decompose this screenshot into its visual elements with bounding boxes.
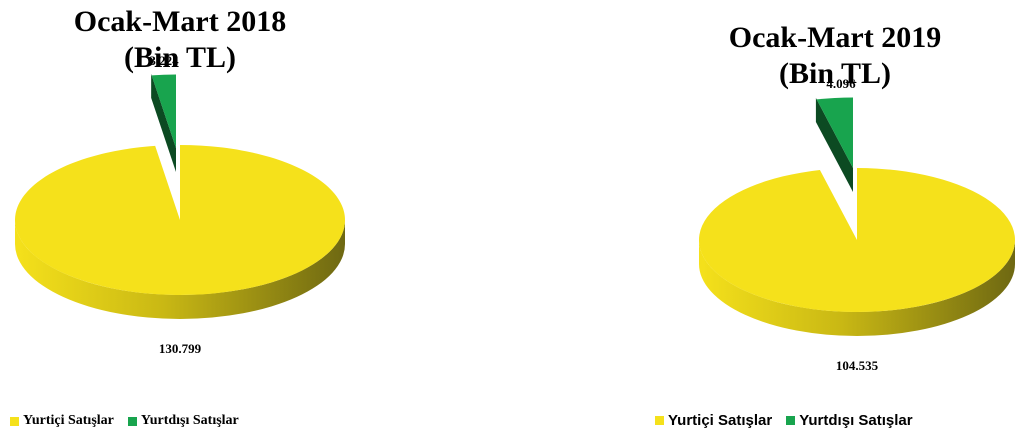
pie-slice-yurtici — [699, 168, 1015, 312]
legend-swatch-yurtdisi — [127, 416, 137, 426]
legend-label-yurtdisi: Yurtdışı Satışlar — [799, 412, 913, 429]
legend-swatch-yurtdisi — [786, 416, 796, 425]
chart-legend: Yurtiçi Satışlar Yurtdışı Satışlar — [10, 413, 239, 429]
legend-swatch-yurtici — [655, 416, 664, 425]
legend-item-yurtici: Yurtiçi Satışlar — [10, 413, 114, 429]
pie-slice-yurtdisi-side — [815, 98, 853, 192]
chart-legend: Yurtiçi Satışlar Yurtdışı Satışlar — [655, 412, 913, 429]
legend-item-yurtdisi: Yurtdışı Satışlar — [786, 412, 913, 429]
data-label-yurtdisi: 4.096 — [826, 76, 856, 91]
chart-title: Ocak-Mart 2019 (Bin TL) — [655, 20, 1015, 92]
chart-title-line2: (Bin TL) — [124, 41, 236, 74]
legend-item-yurtici: Yurtiçi Satışlar — [655, 412, 772, 429]
pie-slice-yurtdisi-side — [151, 73, 176, 172]
legend-item-yurtdisi: Yurtdışı Satışlar — [127, 413, 239, 429]
legend-label-yurtici: Yurtiçi Satışlar — [23, 413, 114, 428]
pie-slice-yurtici-side — [699, 240, 1015, 336]
legend-label-yurtdisi: Yurtdışı Satışlar — [140, 413, 239, 428]
data-label-yurtici: 130.799 — [159, 341, 202, 356]
pie-plot-area: 4.096 104.535 — [699, 76, 1015, 373]
pie-slice-yurtici-side — [15, 220, 345, 319]
chart-title-line2: (Bin TL) — [779, 57, 891, 90]
chart-title: Ocak-Mart 2018 (Bin TL) — [0, 4, 360, 76]
chart-title-line1: Ocak-Mart 2018 — [73, 5, 287, 38]
data-label-yurtici: 104.535 — [836, 358, 879, 373]
chart-title-line1: Ocak-Mart 2019 — [728, 21, 942, 54]
pie-chart-2018: Ocak-Mart 2018 (Bin TL) 3.224 130.799 Yur… — [0, 0, 360, 439]
pie-slice-yurtdisi — [151, 74, 176, 148]
pie-slice-yurtdisi — [816, 97, 853, 168]
data-label-yurtdisi: 3.224 — [149, 53, 179, 68]
legend-swatch-yurtici — [10, 416, 19, 426]
legend-label-yurtici: Yurtiçi Satışlar — [668, 412, 773, 429]
pie-chart-2019: Ocak-Mart 2019 (Bin TL) 4.096 104.535 Yur… — [655, 0, 1015, 439]
pie-slice-yurtici — [14, 145, 345, 296]
pie-plot-area: 3.224 130.799 — [14, 53, 345, 356]
